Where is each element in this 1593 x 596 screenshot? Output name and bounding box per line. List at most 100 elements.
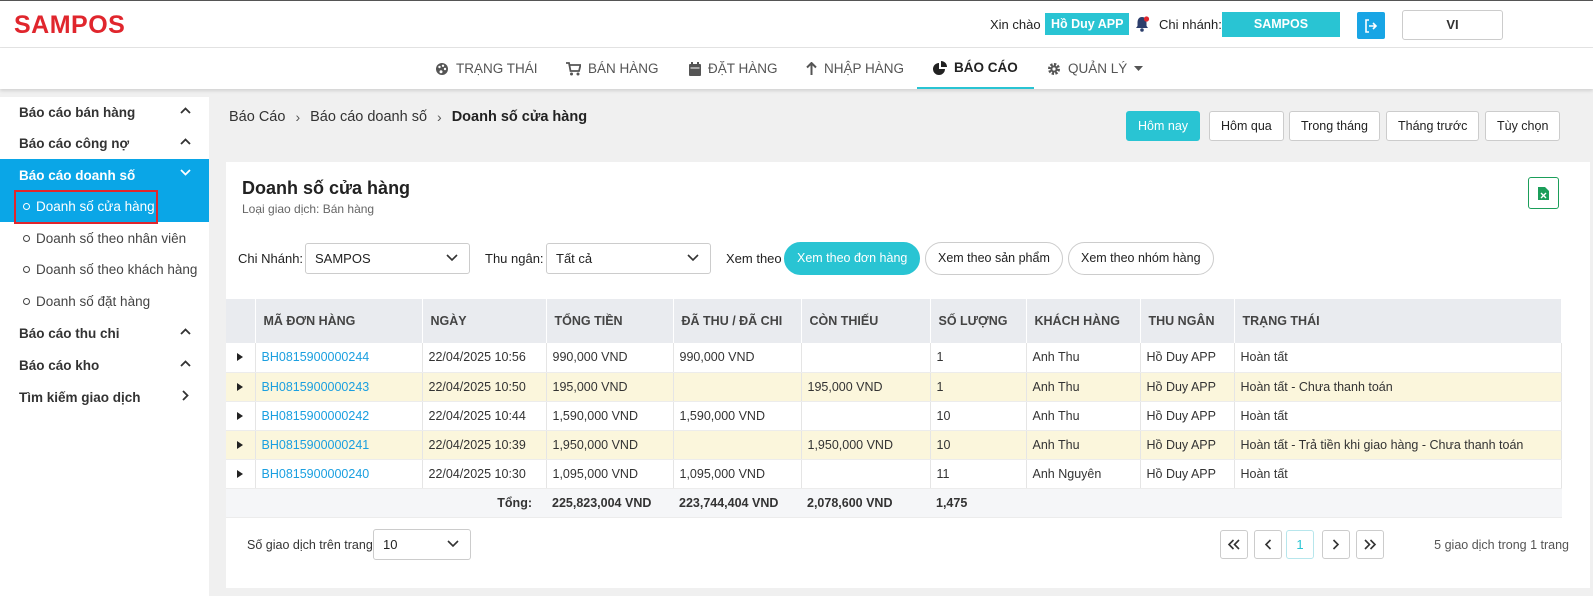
pagination-info: 5 giao dịch trong 1 trang — [1434, 538, 1569, 552]
branch-selector[interactable]: SAMPOS — [1222, 12, 1340, 37]
first-page-button[interactable] — [1220, 530, 1248, 559]
chevron-down-icon — [446, 254, 458, 262]
app-logo[interactable]: SAMPOS — [14, 11, 126, 39]
sidebar-group-doanh-so[interactable]: Báo cáo doanh số — [0, 159, 209, 191]
branch-select[interactable]: SAMPOS — [305, 243, 470, 274]
table-cell: Hồ Duy APP — [1140, 343, 1235, 373]
order-id-link[interactable]: BH0815900000241 — [255, 430, 423, 460]
column-header[interactable]: THU NGÂN — [1140, 299, 1235, 343]
circle-icon — [23, 203, 30, 210]
caret-right-icon — [237, 353, 244, 362]
sidebar-item-label: Doanh số theo khách hàng — [36, 262, 198, 277]
view-by-product-button[interactable]: Xem theo sản phẩm — [925, 242, 1063, 275]
table-row[interactable]: BH0815900000243 22/04/2025 10:50 195,000 V… — [226, 372, 1562, 402]
column-header[interactable]: MÃ ĐƠN HÀNG — [255, 299, 423, 343]
logout-icon — [1365, 18, 1378, 33]
range-last-month-button[interactable]: Tháng trước — [1386, 111, 1480, 141]
range-yesterday-button[interactable]: Hôm qua — [1209, 111, 1284, 141]
table-cell: Anh Thu — [1026, 343, 1141, 373]
nav-dat-hang[interactable]: ĐẶT HÀNG — [689, 48, 778, 89]
next-page-button[interactable] — [1322, 530, 1350, 559]
chevron-down-icon — [180, 169, 191, 176]
logout-button[interactable] — [1357, 12, 1385, 39]
sidebar-item-doanh-so-khach-hang[interactable]: Doanh số theo khách hàng — [0, 254, 209, 285]
sidebar-item-label: Doanh số đặt hàng — [36, 294, 151, 309]
nav-label: NHẬP HÀNG — [824, 61, 905, 76]
prev-page-button[interactable] — [1254, 530, 1282, 559]
table-cell — [801, 459, 931, 489]
order-id-link[interactable]: BH0815900000243 — [255, 372, 423, 402]
report-subtitle: Loại giao dịch: Bán hàng — [242, 202, 375, 216]
breadcrumb-item[interactable]: Báo cáo doanh số — [310, 109, 428, 125]
nav-trang-thai[interactable]: TRẠNG THÁI — [435, 48, 538, 89]
cashier-select-value: Tất cả — [556, 251, 593, 266]
report-card: Doanh số cửa hàng Loại giao dịch: Bán hà… — [226, 162, 1590, 588]
order-id-link[interactable]: BH0815900000244 — [255, 343, 423, 373]
chevron-down-icon — [687, 254, 699, 262]
sidebar-item-doanh-so-cua-hang[interactable]: Doanh số cửa hàng — [0, 191, 209, 222]
table-cell: Hoàn tất - Trả tiền khi giao hàng - Chưa… — [1234, 430, 1562, 460]
column-header[interactable]: ĐÃ THU / ĐÃ CHI — [673, 299, 802, 343]
table-row[interactable]: BH0815900000242 22/04/2025 10:44 1,590,000… — [226, 401, 1562, 431]
table-cell: 990,000 VND — [673, 343, 802, 373]
export-excel-button[interactable] — [1528, 177, 1559, 209]
table-row[interactable]: BH0815900000244 22/04/2025 10:56 990,000 V… — [226, 343, 1562, 373]
expand-row-button[interactable] — [226, 401, 256, 431]
user-badge[interactable]: Hồ Duy APP — [1045, 13, 1130, 35]
table-cell: 22/04/2025 10:44 — [422, 401, 547, 431]
sidebar-group-cong-no[interactable]: Báo cáo công nợ — [0, 128, 209, 158]
order-id-link[interactable]: BH0815900000240 — [255, 459, 423, 489]
cashier-select[interactable]: Tất cả — [546, 243, 711, 274]
range-custom-button[interactable]: Tùy chọn — [1485, 111, 1561, 141]
sidebar-group-kho[interactable]: Báo cáo kho — [0, 350, 209, 380]
sidebar-item-doanh-so-dat-hang[interactable]: Doanh số đặt hàng — [0, 286, 209, 317]
column-header[interactable]: NGÀY — [422, 299, 547, 343]
last-page-button[interactable] — [1356, 530, 1384, 559]
per-page-select[interactable]: 10 — [373, 529, 471, 560]
breadcrumb-current: Doanh số cửa hàng — [451, 109, 588, 125]
page-1-button[interactable]: 1 — [1286, 530, 1314, 559]
table-cell: 1 — [930, 372, 1027, 402]
expand-row-button[interactable] — [226, 459, 256, 489]
breadcrumb-item[interactable]: Báo Cáo — [229, 109, 286, 125]
column-header[interactable]: SỐ LƯỢNG — [930, 299, 1027, 343]
bell-icon[interactable] — [1133, 15, 1151, 33]
sidebar-group-thu-chi[interactable]: Báo cáo thu chi — [0, 318, 209, 348]
column-header[interactable]: TỔNG TIỀN — [546, 299, 674, 343]
sidebar-item-doanh-so-nhan-vien[interactable]: Doanh số theo nhân viên — [0, 223, 209, 254]
column-header[interactable]: CÒN THIẾU — [801, 299, 931, 343]
column-header[interactable]: TRẠNG THÁI — [1234, 299, 1562, 343]
expand-row-button[interactable] — [226, 430, 256, 460]
sidebar-group-label: Báo cáo thu chi — [19, 325, 120, 341]
view-by-order-button[interactable]: Xem theo đơn hàng — [784, 242, 921, 275]
calendar-icon — [689, 61, 701, 76]
range-today-button[interactable]: Hôm nay — [1126, 111, 1201, 141]
expand-row-button[interactable] — [226, 343, 256, 373]
column-header[interactable]: KHÁCH HÀNG — [1026, 299, 1141, 343]
table-cell: 195,000 VND — [801, 372, 931, 402]
table-row[interactable]: BH0815900000241 22/04/2025 10:39 1,950,000… — [226, 430, 1562, 460]
view-by-group-button[interactable]: Xem theo nhóm hàng — [1068, 242, 1214, 275]
nav-bao-cao[interactable]: BÁO CÁO — [917, 48, 1034, 89]
range-this-month-button[interactable]: Trong tháng — [1289, 111, 1380, 141]
chevron-up-icon — [180, 328, 191, 335]
nav-ban-hang[interactable]: BÁN HÀNG — [566, 48, 659, 89]
table-row[interactable]: BH0815900000240 22/04/2025 10:30 1,095,000… — [226, 459, 1562, 489]
caret-right-icon — [237, 411, 244, 420]
table-cell: Anh Thu — [1026, 401, 1141, 431]
expand-row-button[interactable] — [226, 372, 256, 402]
nav-quan-ly[interactable]: QUẢN LÝ — [1047, 48, 1144, 89]
language-button[interactable]: VI — [1402, 10, 1503, 40]
table-cell: Hoàn tất — [1234, 459, 1562, 489]
order-id-link[interactable]: BH0815900000242 — [255, 401, 423, 431]
nav-nhap-hang[interactable]: NHẬP HÀNG — [806, 48, 904, 89]
total-paid: 223,744,404 VND — [673, 488, 801, 518]
sidebar-group-ban-hang[interactable]: Báo cáo bán hàng — [0, 97, 209, 127]
sidebar-group-tim-kiem[interactable]: Tìm kiếm giao dịch — [0, 382, 209, 412]
chevron-left-icon — [1264, 539, 1272, 550]
double-chevron-right-icon — [1364, 539, 1377, 550]
circle-icon — [23, 235, 30, 242]
total-amount: 225,823,004 VND — [546, 488, 673, 518]
total-label: Tổng: — [226, 488, 546, 518]
table-cell: Anh Thu — [1026, 430, 1141, 460]
